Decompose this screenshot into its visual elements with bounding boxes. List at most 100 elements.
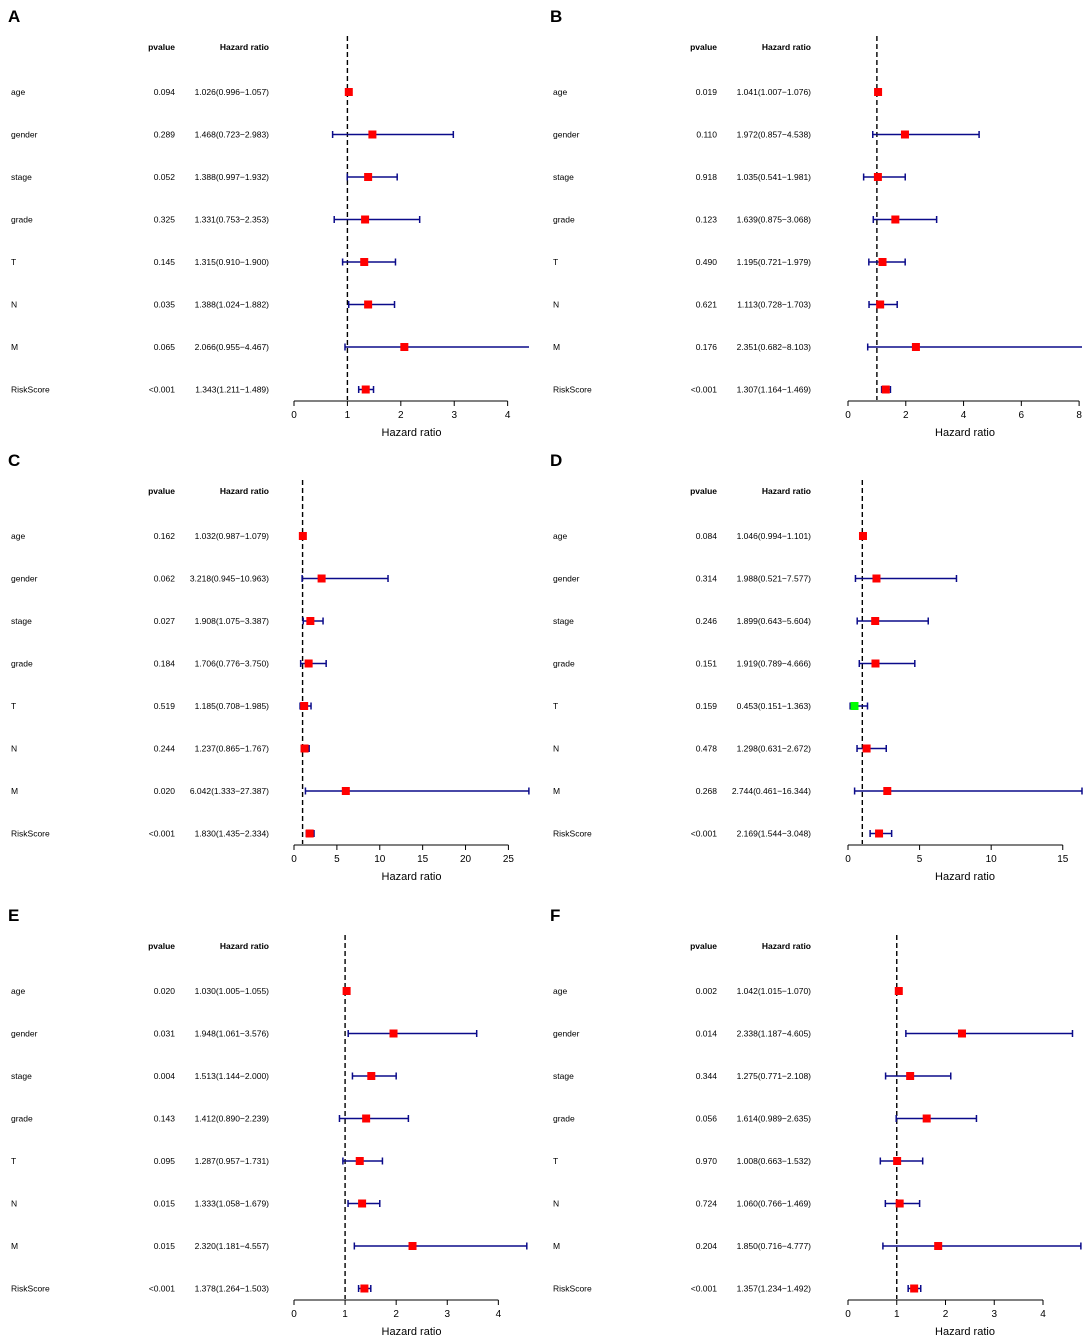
row-hazard-ratio: 2.351(0.682−8.103) [737,342,812,352]
panel-letter: C [8,451,20,470]
forest-row: grade 0.143 1.412(0.890−2.239) [11,1114,410,1124]
forest-row: RiskScore <0.001 1.307(1.164−1.469) [553,385,892,395]
hr-point [878,258,887,266]
row-label: T [553,701,558,711]
hr-point [298,532,307,540]
x-tick-label: 2 [943,1309,949,1320]
hr-point [362,1114,371,1123]
row-label: age [553,531,567,541]
hr-point [871,659,880,668]
pvalue-header: pvalue [148,486,175,496]
forest-row: T 0.095 1.287(0.957−1.731) [11,1156,384,1166]
x-tick-label: 15 [1057,854,1069,865]
x-tick-label: 25 [503,854,515,865]
row-label: RiskScore [11,1284,50,1294]
hr-point [361,385,370,394]
forest-row: T 0.519 1.185(0.708−1.985) [11,701,312,711]
forest-row: stage 0.027 1.908(1.075−3.387) [11,616,324,626]
row-label: stage [553,1071,574,1081]
row-label: M [553,342,560,352]
x-tick-label: 0 [291,1309,297,1320]
row-hazard-ratio: 1.046(0.994−1.101) [737,531,812,541]
forest-row: stage 0.918 1.035(0.541−1.981) [553,172,906,182]
hr-point [934,1242,943,1250]
forest-row: N 0.015 1.333(1.058−1.679) [11,1199,381,1209]
row-hazard-ratio: 1.706(0.776−3.750) [195,659,270,669]
row-pvalue: 0.094 [154,87,176,97]
hr-point [304,659,313,668]
hr-point [876,300,885,309]
x-tick-label: 0 [845,1309,851,1320]
row-hazard-ratio: 1.850(0.716−4.777) [737,1241,812,1251]
x-axis: 0 5 10 15 20 25 Hazard ratio [291,844,515,883]
row-hazard-ratio: 1.343(1.211−1.489) [195,385,269,395]
row-pvalue: 0.020 [154,986,176,996]
hr-point [344,88,353,96]
forest-row: age 0.019 1.041(1.007−1.076) [553,87,883,97]
hr-point [891,215,900,224]
row-pvalue: <0.001 [149,1284,176,1294]
forest-row: gender 0.289 1.468(0.723−2.983) [11,130,455,140]
pvalue-header: pvalue [148,42,175,52]
x-tick-label: 0 [845,854,851,865]
forest-row: grade 0.151 1.919(0.789−4.666) [553,659,916,669]
forest-row: RiskScore <0.001 1.378(1.264−1.503) [11,1284,372,1294]
x-axis: 0 5 10 15 Hazard ratio [845,844,1069,883]
row-pvalue: 0.062 [154,574,176,584]
row-hazard-ratio: 1.899(0.643−5.604) [737,616,812,626]
row-label: grade [11,659,33,669]
row-label: stage [553,172,574,182]
forest-row: grade 0.056 1.614(0.989−2.635) [553,1114,978,1124]
forest-row: N 0.621 1.113(0.728−1.703) [553,300,898,310]
row-pvalue: 0.970 [696,1156,718,1166]
row-label: M [553,1241,560,1251]
panel-letter: A [8,7,20,26]
row-hazard-ratio: 2.320(1.181−4.557) [195,1241,270,1251]
forest-row: stage 0.344 1.275(0.771−2.108) [553,1071,952,1081]
hr-point [922,1114,931,1123]
row-hazard-ratio: 1.030(1.005−1.055) [195,986,270,996]
x-axis-title: Hazard ratio [935,871,995,883]
x-tick-label: 3 [451,410,457,421]
hr-point [358,1199,367,1208]
row-hazard-ratio: 1.388(0.997−1.932) [195,172,270,182]
row-label: T [553,1156,558,1166]
x-axis: 0 1 2 3 4 Hazard ratio [845,1299,1046,1338]
forest-row: grade 0.325 1.331(0.753−2.353) [11,215,421,225]
row-hazard-ratio: 1.008(0.663−1.532) [737,1156,812,1166]
x-axis: 0 1 2 3 4 Hazard ratio [291,400,511,439]
forest-row: RiskScore <0.001 1.357(1.234−1.492) [553,1284,922,1294]
pvalue-header: pvalue [690,42,717,52]
forest-row: age 0.094 1.026(0.996−1.057) [11,87,353,97]
hr-point [874,88,883,96]
row-hazard-ratio: 1.237(0.865−1.767) [195,744,270,754]
hr-point [408,1242,417,1250]
row-pvalue: 0.020 [154,786,176,796]
row-hazard-ratio: 1.333(1.058−1.679) [195,1199,270,1209]
row-label: N [553,300,559,310]
row-label: age [11,531,25,541]
row-label: RiskScore [553,1284,592,1294]
forest-row: gender 0.110 1.972(0.857−4.538) [553,130,980,140]
row-pvalue: 0.002 [696,986,718,996]
row-hazard-ratio: 1.298(0.631−2.672) [737,744,812,754]
row-label: gender [11,1029,38,1039]
panel-letter: B [550,7,562,26]
row-hazard-ratio: 1.035(0.541−1.981) [737,172,812,182]
row-label: gender [553,1029,580,1039]
row-pvalue: 0.031 [154,1029,176,1039]
row-hazard-ratio: 1.185(0.708−1.985) [195,701,270,711]
row-pvalue: 0.145 [154,257,176,267]
x-tick-label: 1 [342,1309,348,1320]
row-hazard-ratio: 1.357(1.234−1.492) [737,1284,812,1294]
hr-point [360,1284,369,1293]
hr-point [858,532,867,540]
hr-point [355,1157,364,1165]
hazard-ratio-header: Hazard ratio [220,486,269,496]
hr-point [367,1072,376,1080]
row-label: age [553,986,567,996]
x-tick-label: 2 [393,1309,399,1320]
